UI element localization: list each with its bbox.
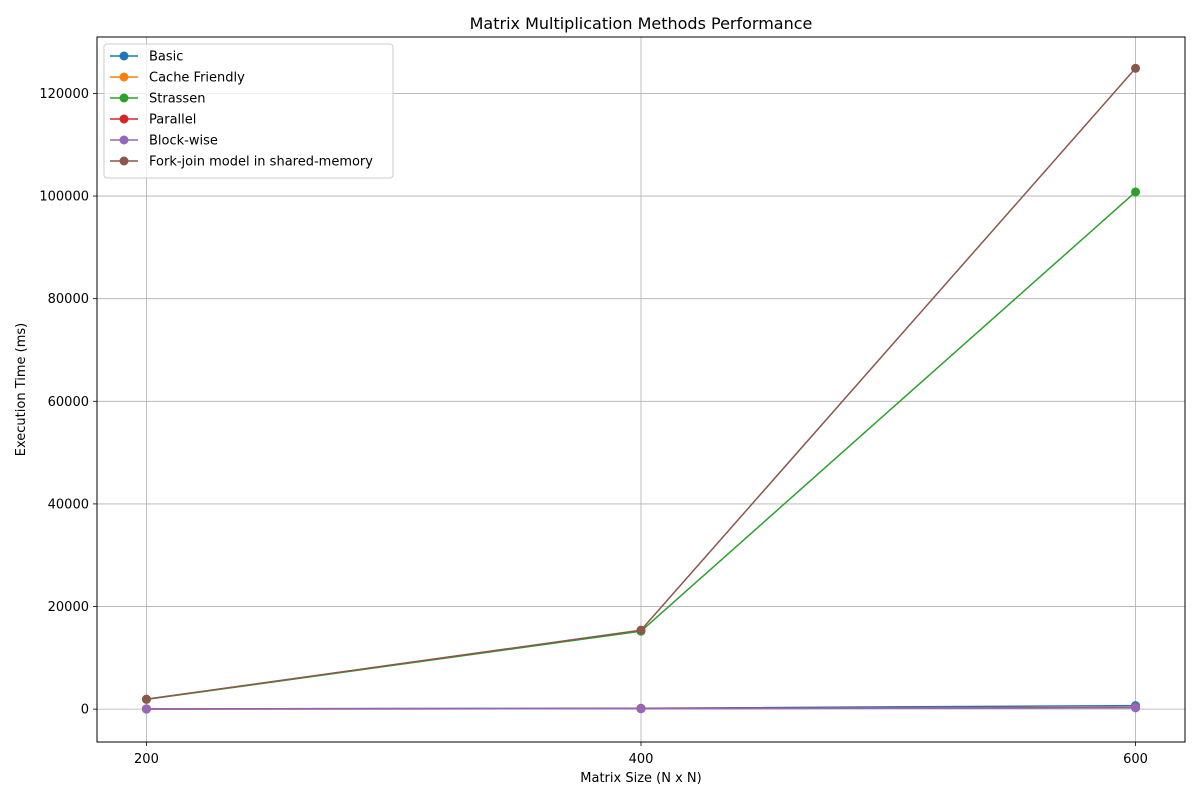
legend-swatch-marker (119, 135, 129, 145)
y-tick-label: 60000 (48, 395, 89, 410)
x-tick-label: 400 (629, 752, 654, 767)
legend-entry: Cache Friendly (110, 71, 245, 86)
data-point (141, 694, 151, 704)
grid (97, 37, 1185, 742)
x-tick-label: 600 (1123, 752, 1148, 767)
y-tick-label: 120000 (39, 87, 89, 102)
y-axis-label: Execution Time (ms) (14, 323, 29, 456)
data-point (141, 704, 151, 714)
data-point (1131, 63, 1141, 73)
legend-swatch-marker (119, 72, 129, 82)
data-point (1131, 187, 1141, 197)
legend-label: Fork-join model in shared-memory (149, 155, 373, 170)
x-tick-label: 200 (134, 752, 159, 767)
legend-swatch-marker (119, 114, 129, 124)
legend-entry: Strassen (110, 92, 205, 107)
data-point (636, 704, 646, 714)
legend-swatch-marker (119, 93, 129, 103)
legend-entry: Parallel (110, 113, 196, 128)
legend-entry: Basic (110, 50, 183, 65)
series-fork-join-model-in-shared-memory (141, 63, 1141, 704)
legend-label: Basic (149, 50, 183, 65)
y-tick-label: 80000 (48, 292, 89, 307)
legend-swatch-marker (119, 51, 129, 61)
x-axis-label: Matrix Size (N x N) (580, 771, 701, 786)
series-block-wise (141, 703, 1141, 714)
series-group (141, 63, 1141, 714)
legend: Basic Cache Friendly Strassen Parallel Block… (103, 43, 394, 179)
y-tick-label: 0 (81, 703, 89, 718)
y-tick-label: 20000 (48, 600, 89, 615)
legend-label: Cache Friendly (149, 71, 245, 86)
legend-entry: Block-wise (110, 134, 218, 149)
data-point (1131, 703, 1141, 713)
legend-swatch-marker (119, 156, 129, 166)
legend-entry: Fork-join model in shared-memory (110, 155, 373, 170)
data-point (636, 625, 646, 635)
y-tick-label: 40000 (48, 497, 89, 512)
y-tick-label: 100000 (39, 190, 89, 205)
legend-label: Strassen (149, 92, 205, 107)
legend-label: Parallel (149, 113, 196, 128)
legend-box (103, 43, 394, 179)
legend-label: Block-wise (149, 134, 218, 149)
axis-ticks: 200 400 600 0 20000 40000 60000 80000 100000 1200… (39, 87, 1148, 767)
chart-title: Matrix Multiplication Methods Performanc… (470, 14, 813, 33)
